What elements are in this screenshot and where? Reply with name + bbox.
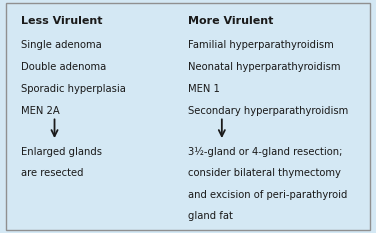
Text: Less Virulent: Less Virulent	[21, 16, 102, 26]
Text: MEN 1: MEN 1	[188, 84, 220, 94]
Text: Secondary hyperparathyroidism: Secondary hyperparathyroidism	[188, 106, 348, 116]
FancyBboxPatch shape	[6, 3, 370, 230]
Text: Single adenoma: Single adenoma	[21, 40, 102, 50]
Text: Neonatal hyperparathyroidism: Neonatal hyperparathyroidism	[188, 62, 341, 72]
Text: consider bilateral thymectomy: consider bilateral thymectomy	[188, 168, 341, 178]
Text: More Virulent: More Virulent	[188, 16, 273, 26]
Text: are resected: are resected	[21, 168, 83, 178]
Text: 3½-gland or 4-gland resection;: 3½-gland or 4-gland resection;	[188, 147, 343, 157]
Text: Double adenoma: Double adenoma	[21, 62, 106, 72]
Text: Sporadic hyperplasia: Sporadic hyperplasia	[21, 84, 126, 94]
Text: gland fat: gland fat	[188, 211, 233, 221]
Text: and excision of peri-parathyroid: and excision of peri-parathyroid	[188, 190, 347, 200]
Text: Familial hyperparathyroidism: Familial hyperparathyroidism	[188, 40, 334, 50]
Text: MEN 2A: MEN 2A	[21, 106, 59, 116]
Text: Enlarged glands: Enlarged glands	[21, 147, 102, 157]
